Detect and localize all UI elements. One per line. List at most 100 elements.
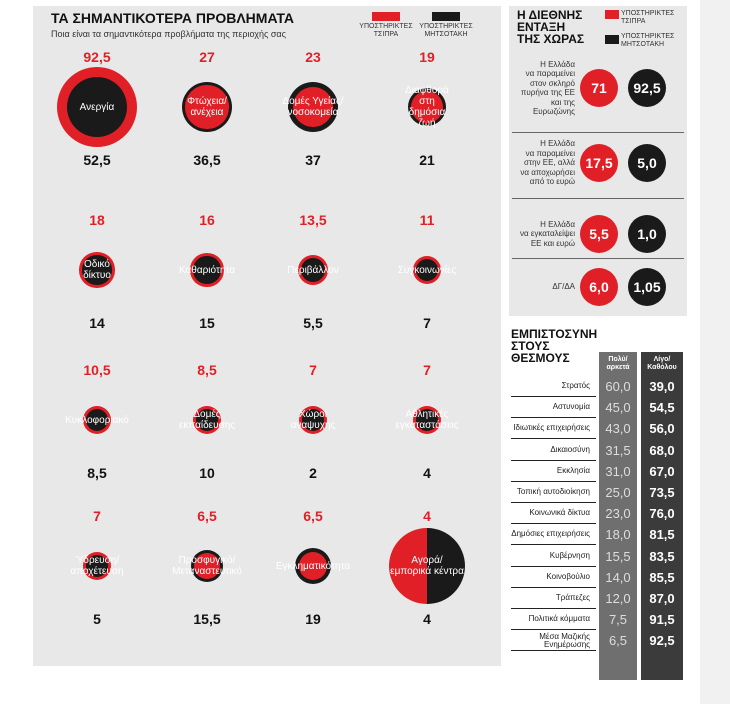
bubble-label: Δομές εκπαίδευσης [178,409,236,431]
bubble-inner [302,409,324,431]
trust-row-value-little: 91,5 [649,612,675,628]
bubble-value-tsipras: 8,5 [197,362,217,378]
trust-row-label: Στρατός [561,381,590,390]
bubble-label: Περιβάλλον [287,264,339,276]
europe-row-value-mitsotakis: 1,05 [628,268,666,306]
bubble-value-tsipras: 11 [419,212,435,228]
bubble-value-mitsotakis: 15,5 [193,611,221,627]
bubble-value-mitsotakis: 14 [89,315,105,331]
bubble-label: Αγορά/ εμπορικά κέντρα [390,555,464,577]
bubble-label: Αθλητικές εγκαταστάσεις [395,409,459,431]
trust-row-separator [511,544,596,546]
bubble-value-mitsotakis: 2 [309,465,317,481]
trust-row-value-little: 39,0 [649,379,675,394]
legend-black-label: ΥΠΟΣΤΗΡΙΚΤΕΣ ΜΗΤΣΟΤΑΚΗ [419,23,473,38]
trust-row-separator [511,459,596,461]
bubble-inner [293,87,333,127]
trust-row-value-much: 23,0 [605,506,631,522]
europe-row-text: Η Ελλάδα να παραμείνει στον σκληρό πυρήν… [520,59,575,117]
bubble-value-mitsotakis: 37 [305,152,321,168]
trust-row-value-much: 31,0 [605,463,631,479]
trust-row-separator [511,565,596,567]
europe-legend-red-swatch [605,10,619,19]
trust-row-value-little: 68,0 [649,442,675,458]
europe-row-text: Η Ελλάδα να παραμείνει στην ΕΕ, αλλά να … [520,139,575,187]
legend-black-swatch [432,12,460,21]
trust-row-value-much: 31,5 [605,442,631,458]
europe-row-value-tsipras: 71 [580,69,618,107]
bubble-inner [410,90,444,124]
trust-row-separator [511,629,596,631]
bubble-value-mitsotakis: 4 [423,465,431,481]
europe-legend-red-label: ΥΠΟΣΤΗΡΙΚΤΕΣ ΤΣΙΠΡΑ [621,10,675,25]
europe-row-separator [512,198,684,199]
bubble-label: Ανεργία [79,101,115,113]
column-bar-little [641,352,683,680]
bubble-value-tsipras: 4 [423,508,431,524]
europe-row-value-mitsotakis: 1,0 [628,215,666,253]
trust-row-value-little: 85,5 [649,569,675,585]
trust-row-value-much: 60,0 [605,379,631,394]
trust-row-value-little: 83,5 [649,548,675,564]
bubble-inner [416,259,438,281]
bubble-value-tsipras: 7 [423,362,431,378]
bubble-label: Διαφθορά στη δημόσια ζωή [405,85,449,129]
bubble-value-mitsotakis: 15 [199,315,215,331]
europe-row-text: Η Ελλάδα να εγκαταλείψει ΕΕ και ευρώ [519,219,575,248]
trust-row-value-much: 6,5 [608,633,628,649]
europe-row-value-mitsotakis: 5,0 [628,144,666,182]
bubble-value-tsipras: 27 [199,49,215,65]
bubble-inner [196,409,218,431]
bubble-value-tsipras: 18 [89,212,105,228]
trust-row-separator [511,417,596,419]
trust-row-separator [511,608,596,609]
trust-title: ΕΜΠΙΣΤΟΣΥΝΗ ΣΤΟΥΣ ΘΕΣΜΟΥΣ [511,327,598,365]
bubble-inner [193,256,221,284]
legend-red-label: ΥΠΟΣΤΗΡΙΚΤΕΣ ΤΣΙΠΡΑ [359,23,413,38]
trust-row-label: Εκκλησία [556,465,590,475]
column-header-little: Λίγο/ Καθόλου [647,356,677,371]
bubble-value-tsipras: 6,5 [197,508,217,524]
legend-red-swatch [372,12,400,21]
trust-row-label: Κυβέρνηση [549,550,590,560]
bubble-inner [185,85,229,129]
bubble-value-mitsotakis: 5,5 [303,315,323,331]
bubble-value-tsipras: 23 [305,49,321,65]
bubble-value-mitsotakis: 4 [423,611,431,627]
trust-row-value-little: 92,5 [649,633,675,649]
trust-row-label: Τράπεζες [555,593,590,602]
bubble-inner [86,555,108,577]
trust-row-label: Μέσα Μαζικής Ενημέρωσης [539,632,590,650]
bubble-value-tsipras: 7 [93,508,101,524]
bubble-value-tsipras: 13,5 [299,212,327,228]
trust-row-label: Κοινωνικά δίκτυα [529,508,590,518]
europe-title: Η ΔΙΕΘΝΗΣ ΕΝΤΑΞΗ ΤΗΣ ΧΩΡΑΣ [517,8,585,46]
bubble-value-mitsotakis: 19 [305,611,321,627]
bubble-inner [299,552,327,580]
trust-row-value-little: 81,5 [649,527,675,543]
bubble-value-tsipras: 92,5 [83,49,111,65]
europe-row-value-tsipras: 17,5 [580,144,618,182]
bubble-label: Κυκλοφοριακό [65,414,129,426]
bubble-value-mitsotakis: 8,5 [87,465,107,481]
bubble-split [389,528,465,604]
scroll-area-background [700,0,730,704]
bubble-value-mitsotakis: 36,5 [193,152,221,168]
bubble-label: Καθαριότητα [178,264,236,276]
bubble-value-tsipras: 16 [199,212,215,228]
column-bar-much [599,352,637,680]
trust-row-value-much: 15,5 [605,548,631,564]
trust-row-separator [511,502,596,503]
europe-row-value-mitsotakis: 92,5 [628,69,666,107]
trust-row-value-much: 43,0 [605,421,631,437]
trust-row-label: Κοινοβούλιο [546,571,590,581]
bubble-value-mitsotakis: 21 [419,152,435,168]
bubble-value-tsipras: 6,5 [303,508,323,524]
trust-row-separator [511,586,596,588]
europe-row-value-tsipras: 6,0 [580,268,618,306]
europe-legend-black-swatch [605,35,619,44]
trust-row-value-much: 7,5 [608,612,628,628]
chart-title: ΤΑ ΣΗΜΑΝΤΙΚΟΤΕΡΑ ΠΡΟΒΛΗΜΑΤΑ [51,10,295,26]
europe-row-separator [512,132,684,133]
europe-row-value-tsipras: 5,5 [580,215,618,253]
